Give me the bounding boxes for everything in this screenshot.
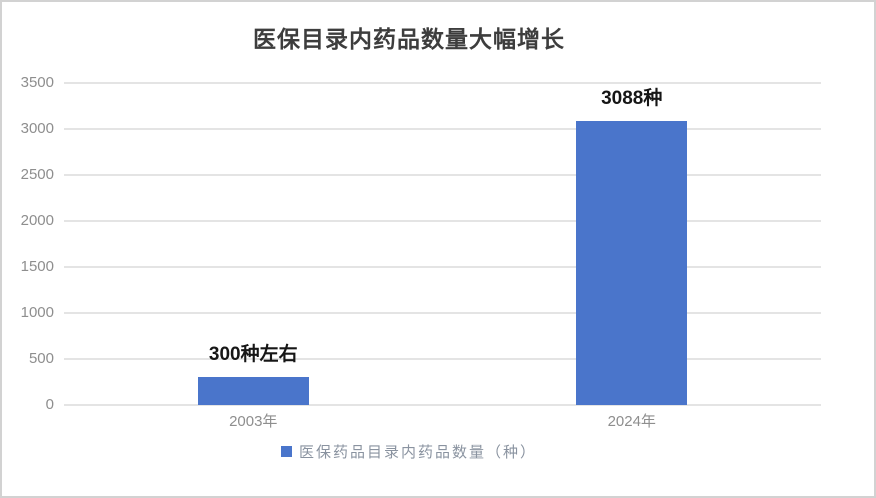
legend-label: 医保药品目录内药品数量（种） <box>298 443 537 461</box>
y-axis-tick-label: 2000 <box>20 212 54 229</box>
gridline <box>64 312 821 314</box>
gridline <box>64 220 821 222</box>
chart-title: 医保目录内药品数量大幅增长 <box>253 26 565 52</box>
y-axis-tick-label: 500 <box>28 350 54 367</box>
y-axis-tick-label: 1500 <box>20 258 54 275</box>
bar <box>576 121 687 405</box>
gridline <box>64 266 821 268</box>
x-axis-category-label: 2024年 <box>607 413 656 430</box>
y-axis-tick-label: 1000 <box>20 304 54 321</box>
y-axis-tick-label: 2500 <box>20 166 54 183</box>
y-axis-tick-label: 0 <box>45 396 54 413</box>
gridline <box>64 174 821 176</box>
legend: 医保药品目录内药品数量（种） <box>2 441 816 462</box>
bar-data-label: 3088种 <box>601 88 663 109</box>
gridline <box>64 82 821 84</box>
x-axis-category-label: 2003年 <box>229 413 278 430</box>
legend-marker-icon <box>280 446 292 457</box>
y-axis-tick-label: 3500 <box>20 74 54 91</box>
bar-data-label: 300种左右 <box>208 344 298 365</box>
gridline <box>64 404 821 406</box>
gridline <box>64 358 821 360</box>
gridline <box>64 128 821 130</box>
y-axis-tick-label: 3000 <box>20 120 54 137</box>
bar <box>198 377 309 405</box>
